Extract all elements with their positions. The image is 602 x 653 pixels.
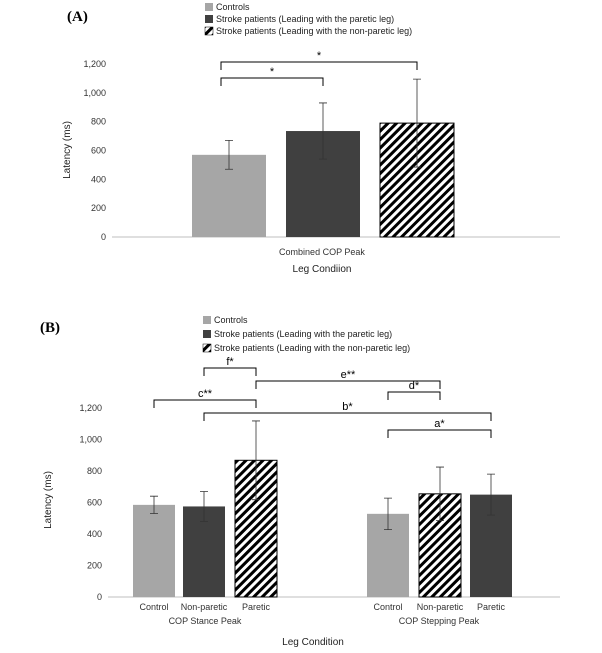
panel-a-y-axis-title: Latency (ms) xyxy=(62,121,73,179)
panel-a-ytick-label: 800 xyxy=(91,117,106,127)
panel-a-ytick-label: 600 xyxy=(91,146,106,156)
panel-b-error-bar-2 xyxy=(252,420,260,501)
panel-b-legend-label-1: Stroke patients (Leading with the pareti… xyxy=(214,329,392,339)
panel-b-significance-bracket xyxy=(153,399,257,408)
panel-b-significance-bracket xyxy=(387,391,441,400)
panel-a-chart: (A) Controls Stroke patients (Leading with… xyxy=(62,2,560,275)
panel-b-legend-swatch-2 xyxy=(202,343,212,353)
panel-b-bar-0 xyxy=(133,504,175,597)
panel-a-legend-swatch-1 xyxy=(205,15,213,23)
panel-b-bar-label-4: Non-paretic xyxy=(417,602,464,612)
panel-b-bar-label-5: Paretic xyxy=(477,602,506,612)
panel-a-significance-bracket xyxy=(220,77,324,86)
panel-b-label: (B) xyxy=(40,320,60,336)
panel-b-legend-swatch-0 xyxy=(203,316,211,324)
panel-b-significance-bracket xyxy=(203,367,257,376)
panel-a-ytick-label: 1,000 xyxy=(83,88,106,98)
panel-b-significance-label: b* xyxy=(342,401,353,413)
panel-b-ytick-label: 400 xyxy=(87,529,102,539)
panel-b-ytick-label: 600 xyxy=(87,498,102,508)
panel-b-ytick-label: 800 xyxy=(87,466,102,476)
panel-b-bar-label-3: Control xyxy=(373,602,402,612)
panel-a-ytick-label: 0 xyxy=(101,232,106,242)
panel-b-error-bar-3 xyxy=(384,497,392,530)
panel-b-ytick-label: 0 xyxy=(97,592,102,602)
panel-b-bar-label-0: Control xyxy=(139,602,168,612)
panel-b-ytick-label: 1,000 xyxy=(79,435,102,445)
panel-a-significance-label: * xyxy=(317,50,322,62)
panel-b-group-label-1: COP Stepping Peak xyxy=(399,616,480,626)
panel-b-error-bar-4 xyxy=(436,466,444,522)
panel-b-significance-bracket xyxy=(387,429,492,438)
panel-b-error-bar-5 xyxy=(487,473,495,516)
panel-b-significance-bracket xyxy=(203,412,492,421)
panel-b-group-label-0: COP Stance Peak xyxy=(169,616,242,626)
panel-a-legend-label-0: Controls xyxy=(216,2,250,12)
panel-b-significance-label: d* xyxy=(409,380,420,392)
panel-b-y-axis-title: Latency (ms) xyxy=(43,471,54,529)
panel-b-x-axis-title: Leg Condition xyxy=(282,637,344,648)
panel-a-legend-label-2: Stroke patients (Leading with the non-pa… xyxy=(216,26,412,36)
panel-b-error-bar-0 xyxy=(150,495,158,514)
panel-b-error-bar-1 xyxy=(200,491,208,522)
panel-a-legend-label-1: Stroke patients (Leading with the pareti… xyxy=(216,14,394,24)
panel-b-chart: (B) Controls Stroke patients (Leading with… xyxy=(40,315,560,648)
panel-a-error-bar-0 xyxy=(225,140,233,170)
panel-a-ytick-label: 200 xyxy=(91,203,106,213)
panel-b-ytick-label: 1,200 xyxy=(79,403,102,413)
panel-b-bar-label-1: Non-paretic xyxy=(181,602,228,612)
panel-b-ytick-label: 200 xyxy=(87,561,102,571)
panel-b-bar-label-2: Paretic xyxy=(242,602,271,612)
panel-b-significance-label: c** xyxy=(198,388,213,400)
panel-b-significance-bracket xyxy=(255,380,441,389)
panel-a-significance-label: * xyxy=(270,66,275,78)
panel-b-legend-label-2: Stroke patients (Leading with the non-pa… xyxy=(214,343,410,353)
panel-a-ytick-label: 400 xyxy=(91,174,106,184)
panel-b-significance-label: f* xyxy=(226,356,234,368)
panel-a-x-axis-title: Leg Condiion xyxy=(293,264,352,275)
panel-a-significance-bracket xyxy=(220,61,418,70)
panel-b-legend-swatch-1 xyxy=(203,330,211,338)
panel-a-error-bar-1 xyxy=(319,102,327,160)
panel-a-legend-swatch-0 xyxy=(205,3,213,11)
panel-a-ytick-label: 1,200 xyxy=(83,59,106,69)
panel-b-legend-label-0: Controls xyxy=(214,315,248,325)
panel-b-significance-label: a* xyxy=(434,418,445,430)
panel-a-category-label: Combined COP Peak xyxy=(279,247,365,257)
panel-b-significance-label: e** xyxy=(341,369,356,381)
panel-a-legend-swatch-2 xyxy=(204,26,214,36)
panel-a-error-bar-2 xyxy=(413,78,421,168)
panel-a-label: (A) xyxy=(67,9,88,25)
